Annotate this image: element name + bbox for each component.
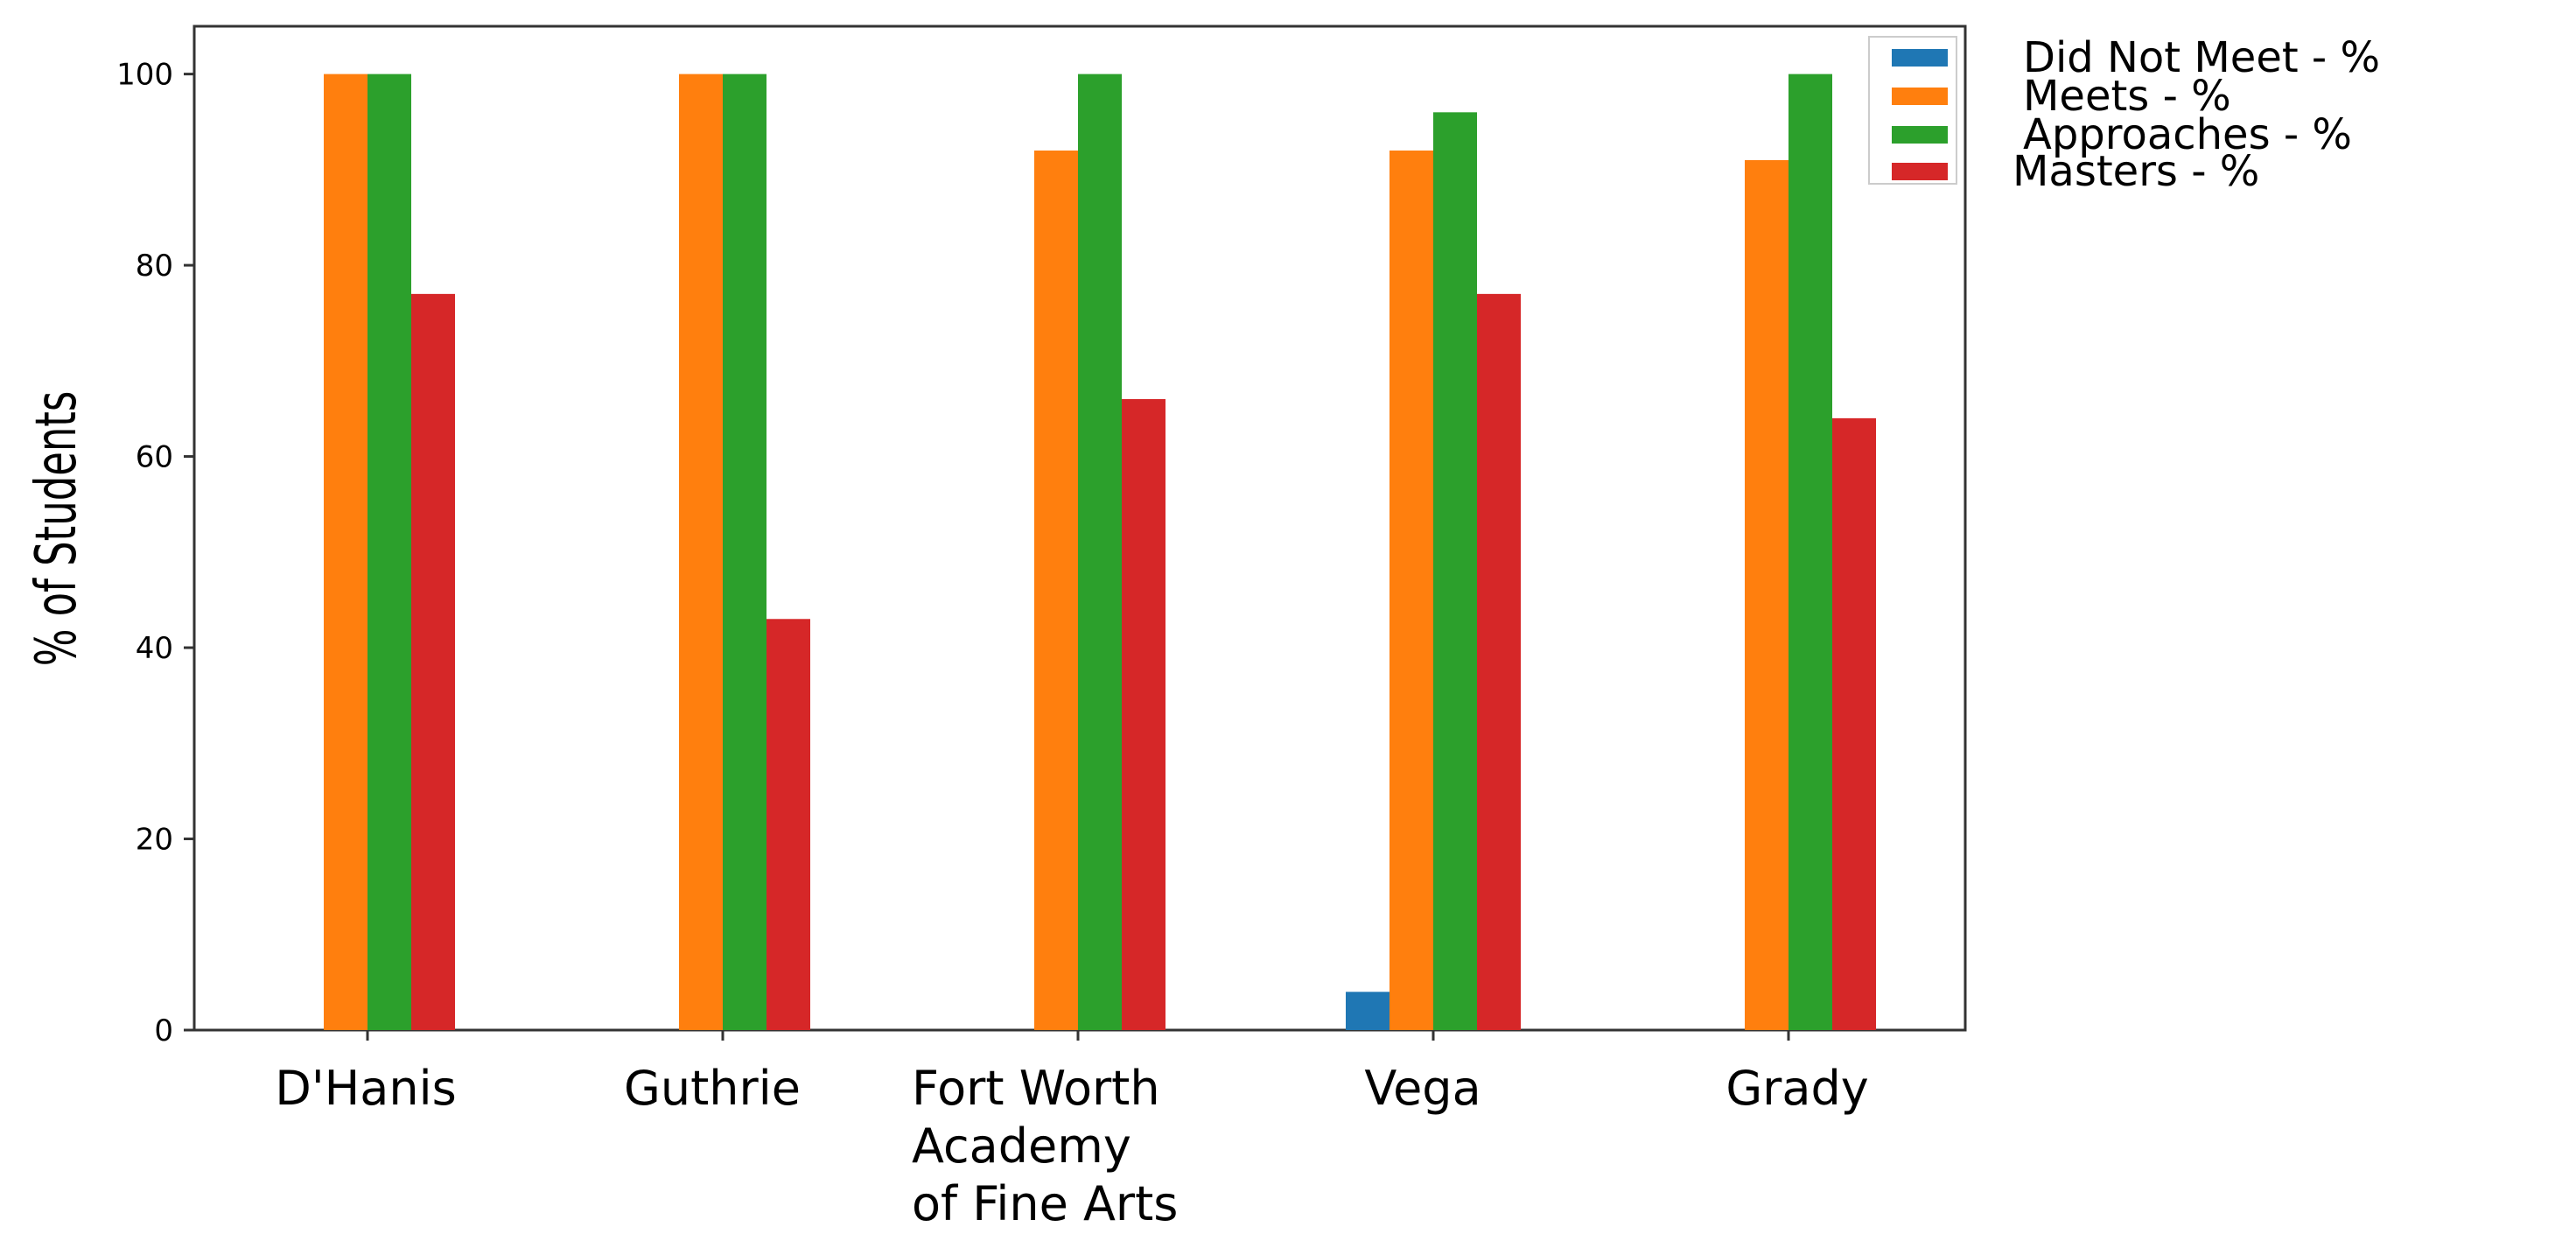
y-tick-label-100: 100 [116, 58, 173, 93]
bar-masters-fort-worth [1122, 399, 1166, 1030]
bar-approaches-d-hanis [368, 74, 411, 1031]
bar-meets-fort-worth [1034, 151, 1078, 1030]
x-tick-label-fort-worth-line-3: of Fine Arts [912, 1176, 1178, 1231]
y-axis-label-group: % of Students [24, 391, 89, 667]
x-tick-label-fort-worth-line-1: Fort Worth [912, 1061, 1160, 1116]
legend-label-meets: Meets - % [2023, 72, 2231, 121]
bar-meets-grady [1745, 159, 1788, 1030]
y-tick-label-80: 80 [136, 249, 173, 284]
legend-label-did-not-meet: Did Not Meet - % [2023, 33, 2380, 82]
y-tick-label-20: 20 [136, 823, 173, 858]
y-axis-ticks: 0 20 40 60 80 100 [116, 58, 194, 1048]
bar-meets-guthrie [679, 74, 723, 1031]
legend-label-masters: Masters - % [2012, 147, 2259, 196]
bar-approaches-grady [1788, 74, 1832, 1031]
x-tick-label-vega: Vega [1364, 1061, 1480, 1116]
bar-masters-guthrie [766, 619, 810, 1030]
x-tick-label-fort-worth-line-2: Academy [912, 1118, 1131, 1174]
x-tick-label-d-hanis: D'Hanis [275, 1061, 456, 1116]
bars-group [324, 74, 1876, 1031]
legend-swatch-did-not-meet [1892, 49, 1948, 67]
bar-meets-vega [1390, 151, 1433, 1030]
x-tick-label-guthrie: Guthrie [624, 1061, 801, 1116]
bar-did-not-meet-vega [1346, 992, 1390, 1030]
bar-approaches-vega [1433, 112, 1477, 1030]
legend: Did Not Meet - %Meets - %Approaches - %M… [1868, 33, 2380, 196]
y-tick-label-60: 60 [136, 440, 173, 475]
bar-masters-d-hanis [411, 293, 455, 1030]
legend-swatch-meets [1892, 88, 1948, 105]
bar-masters-grady [1832, 417, 1876, 1030]
bar-approaches-fort-worth [1078, 74, 1122, 1031]
x-tick-label-grady: Grady [1726, 1061, 1868, 1116]
y-axis-label: % of Students [24, 391, 89, 667]
legend-swatch-approaches [1892, 126, 1948, 144]
bar-meets-d-hanis [324, 74, 368, 1031]
legend-label-approaches: Approaches - % [2023, 110, 2352, 159]
bar-masters-vega [1477, 293, 1521, 1030]
bar-approaches-guthrie [723, 74, 766, 1031]
y-tick-label-0: 0 [154, 1013, 173, 1048]
legend-swatch-masters [1892, 163, 1948, 180]
y-tick-label-40: 40 [136, 631, 173, 666]
